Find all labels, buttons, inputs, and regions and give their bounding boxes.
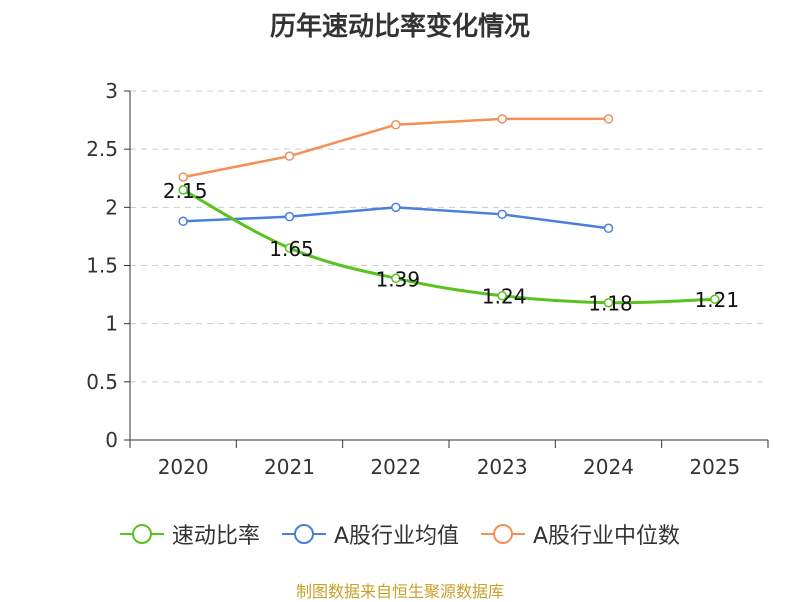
legend-label: A股行业均值 <box>333 524 459 549</box>
data-label: 1.39 <box>376 267 421 291</box>
data-point <box>391 273 401 284</box>
data-point <box>391 202 401 213</box>
data-point <box>178 216 188 227</box>
grid <box>130 90 768 383</box>
data-point <box>603 114 614 124</box>
data-point <box>603 223 614 234</box>
data-point <box>178 185 188 195</box>
chart-title: 历年速动比率变化情况 <box>269 12 530 42</box>
x-tick-label: 2020 <box>158 455 209 479</box>
data-label: 1.24 <box>482 285 527 309</box>
legend-marker-icon <box>281 524 326 544</box>
data-label: 1.18 <box>588 292 633 316</box>
series <box>178 114 720 308</box>
y-tick-label: 1 <box>105 312 118 336</box>
data-point <box>497 290 507 301</box>
data-point <box>284 151 295 161</box>
data-point <box>284 211 295 222</box>
legend-item-quick-ratio[interactable]: 速动比率 <box>119 518 260 550</box>
y-tick-label: 2 <box>105 195 118 219</box>
legend-item-industry-median[interactable]: A股行业中位数 <box>481 518 680 550</box>
x-tick-label: 2021 <box>264 455 315 479</box>
y-tick-label: 0.5 <box>86 370 118 394</box>
legend-label: A股行业中位数 <box>533 524 681 549</box>
y-tick-label: 0 <box>105 428 118 452</box>
data-point <box>178 172 188 182</box>
data-labels: 2.15 1.65 1.39 1.24 1.18 1.21 <box>163 179 739 316</box>
x-tick-label: 2024 <box>583 455 634 479</box>
legend-marker-icon <box>481 524 525 544</box>
legend-label: 速动比率 <box>171 524 260 549</box>
data-point <box>284 243 295 253</box>
data-point <box>603 297 614 308</box>
data-point <box>497 114 507 124</box>
axes: 0 0.5 1 1.5 2 2.5 3 2020 2021 2022 2023 2024 2025 <box>86 79 769 479</box>
legend-item-industry-mean[interactable]: A股行业均值 <box>281 518 459 550</box>
data-source-note: 制图数据来自恒生聚源数据库 <box>295 582 504 601</box>
data-point <box>710 294 720 304</box>
y-tick-label: 1.5 <box>86 254 118 278</box>
data-label: 2.15 <box>163 179 208 203</box>
y-tick-label: 3 <box>105 79 118 103</box>
data-point <box>391 119 401 130</box>
data-point <box>497 209 507 220</box>
y-tick-label: 2.5 <box>86 137 118 161</box>
x-tick-label: 2025 <box>689 455 740 479</box>
data-label: 1.65 <box>269 237 314 261</box>
legend-marker-icon <box>119 524 164 544</box>
series-line <box>182 188 715 305</box>
legend: 速动比率 A股行业均值 A股行业中位数 <box>0 518 800 550</box>
x-tick-label: 2022 <box>370 455 421 479</box>
data-label: 1.21 <box>695 288 740 312</box>
x-tick-label: 2023 <box>477 455 528 479</box>
